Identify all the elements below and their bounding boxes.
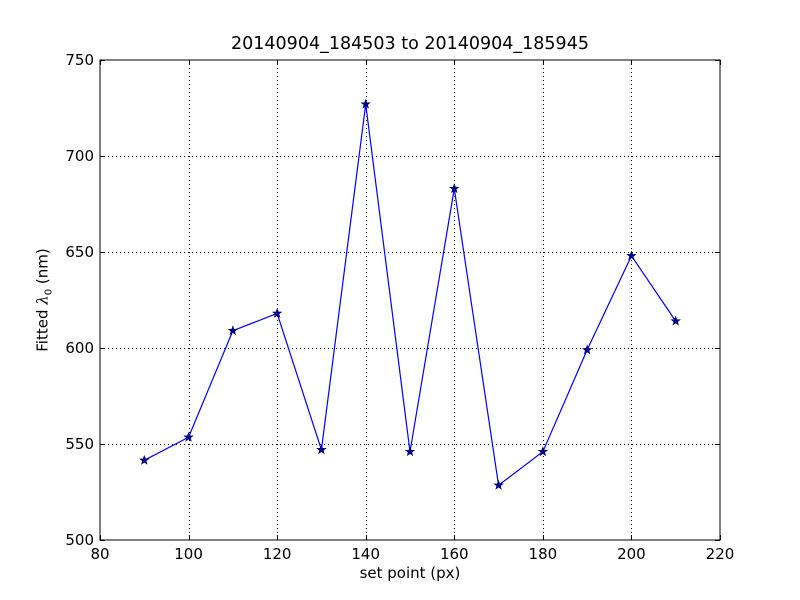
- series-layer: [139, 98, 681, 490]
- x-tick-label: 100: [174, 545, 203, 563]
- data-point-marker: [316, 444, 327, 455]
- data-point-marker: [626, 250, 637, 261]
- x-tick-label: 120: [263, 545, 292, 563]
- data-point-marker: [271, 307, 283, 318]
- data-point-marker: [404, 446, 416, 457]
- y-axis-label-symbol: λ: [33, 295, 52, 305]
- data-point-marker: [493, 479, 504, 490]
- y-tick-label: 700: [65, 147, 94, 165]
- data-point-marker: [139, 454, 150, 465]
- y-tick-label: 550: [65, 435, 94, 453]
- data-point-marker: [670, 315, 681, 326]
- x-tick-label: 140: [351, 545, 380, 563]
- plot-area-background: [100, 60, 720, 540]
- x-tick-label: 200: [617, 545, 646, 563]
- grid-lines: [100, 60, 720, 540]
- x-tick-label: 180: [529, 545, 558, 563]
- x-tick-label: 80: [90, 545, 109, 563]
- data-point-marker: [227, 325, 239, 336]
- x-tick-label: 160: [440, 545, 469, 563]
- y-tick-label: 750: [65, 51, 94, 69]
- data-point-marker: [183, 431, 194, 442]
- axis-ticks: 80 100 120 140 160 180 200 220 500 550 600 650 700 75…: [65, 51, 734, 563]
- y-axis-label-prefix: Fitted: [33, 304, 52, 352]
- y-tick-label: 600: [65, 339, 94, 357]
- x-tick-label: 220: [706, 545, 735, 563]
- x-axis-label: set point (px): [359, 564, 461, 582]
- data-point-marker: [360, 98, 371, 109]
- data-point-marker: [449, 183, 460, 194]
- y-tick-label: 500: [65, 531, 94, 549]
- y-tick-label: 650: [65, 243, 94, 261]
- plot-area-frame: [99, 59, 721, 541]
- chart-title: 20140904_184503 to 20140904_185945: [231, 34, 589, 54]
- y-axis-label: Fitted λ0 (nm): [34, 248, 55, 351]
- y-axis-label-suffix: (nm): [33, 248, 52, 289]
- data-point-marker: [581, 344, 593, 355]
- y-axis-label-subscript: 0: [43, 288, 55, 296]
- data-point-marker: [537, 446, 549, 457]
